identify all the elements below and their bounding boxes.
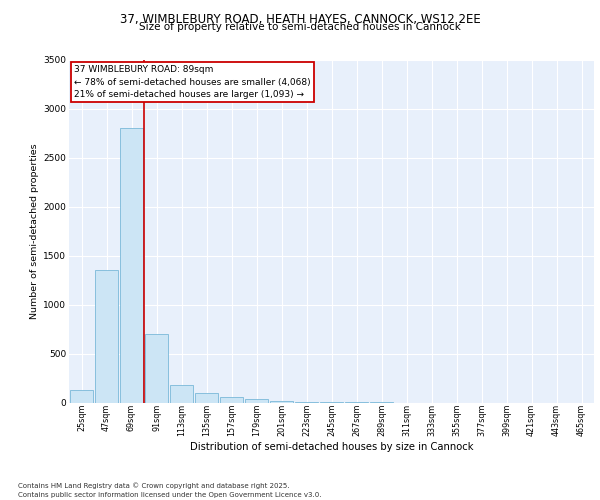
Bar xyxy=(269,400,293,402)
Text: 37 WIMBLEBURY ROAD: 89sqm
← 78% of semi-detached houses are smaller (4,068)
21% : 37 WIMBLEBURY ROAD: 89sqm ← 78% of semi-… xyxy=(74,65,311,99)
Bar xyxy=(145,334,169,402)
Text: 37, WIMBLEBURY ROAD, HEATH HAYES, CANNOCK, WS12 2EE: 37, WIMBLEBURY ROAD, HEATH HAYES, CANNOC… xyxy=(119,12,481,26)
Bar xyxy=(70,390,94,402)
Text: Contains public sector information licensed under the Open Government Licence v3: Contains public sector information licen… xyxy=(18,492,322,498)
Bar xyxy=(194,392,218,402)
Bar xyxy=(220,396,244,402)
Text: Contains HM Land Registry data © Crown copyright and database right 2025.: Contains HM Land Registry data © Crown c… xyxy=(18,482,290,489)
Bar xyxy=(245,398,268,402)
X-axis label: Distribution of semi-detached houses by size in Cannock: Distribution of semi-detached houses by … xyxy=(190,442,473,452)
Bar xyxy=(170,385,193,402)
Y-axis label: Number of semi-detached properties: Number of semi-detached properties xyxy=(30,144,39,319)
Bar xyxy=(119,128,143,402)
Text: Size of property relative to semi-detached houses in Cannock: Size of property relative to semi-detach… xyxy=(139,22,461,32)
Bar xyxy=(95,270,118,402)
